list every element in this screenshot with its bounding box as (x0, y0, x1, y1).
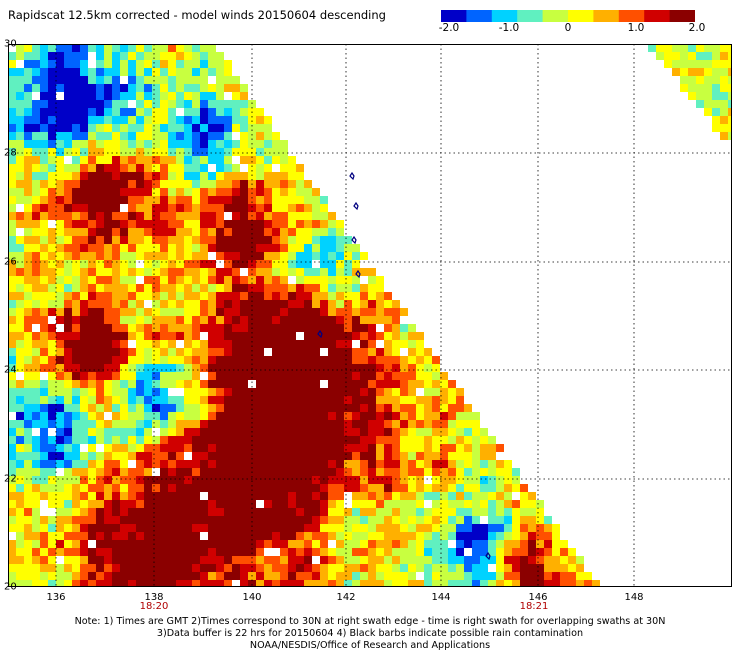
swath-upper-right (648, 44, 732, 140)
lon-tick-142: 142 (336, 592, 356, 603)
lat-tick-24: 24 (4, 364, 17, 376)
gridlines (8, 44, 732, 587)
colorbar-segment (593, 10, 620, 22)
swath-time-left: 18:20 (139, 601, 169, 612)
lat-tick-28: 28 (4, 147, 17, 159)
colorbar-segment (441, 10, 467, 22)
lat-tick-30: 30 (4, 38, 17, 50)
lat-tick-20: 20 (4, 581, 17, 593)
lat-tick-22: 22 (4, 473, 17, 485)
lon-tick-148: 148 (624, 592, 644, 603)
colorbar-segment (542, 10, 569, 22)
colorbar-segment (568, 10, 594, 22)
colorbar-segment (517, 10, 544, 22)
colorbar-segment (491, 10, 518, 22)
colorbar-label-min: -2.0 (438, 22, 460, 34)
lon-tick-138: 138 (144, 592, 164, 603)
colorbar-label-max: 2.0 (688, 22, 706, 34)
wind-difference-map (8, 44, 732, 587)
map-frame (8, 44, 732, 587)
lon-tick-136: 136 (46, 592, 66, 603)
chart-title: Rapidscat 12.5km corrected - model winds… (8, 8, 386, 22)
colorbar-label-neg1: -1.0 (498, 22, 520, 34)
colorbar-segment (669, 10, 695, 22)
swath-main (8, 44, 600, 587)
footnote-line-3: NOAA/NESDIS/Office of Research and Appli… (249, 640, 491, 651)
colorbar (441, 10, 695, 22)
colorbar-label-pos1: 1.0 (627, 22, 645, 34)
colorbar-segment (644, 10, 671, 22)
lon-tick-146: 146 (528, 592, 548, 603)
colorbar-label-zero: 0 (564, 22, 572, 34)
lon-tick-144: 144 (431, 592, 451, 603)
colorbar-segment (466, 10, 493, 22)
lon-tick-140: 140 (242, 592, 262, 603)
footnote-line-1: Note: 1) Times are GMT 2)Times correspon… (74, 616, 666, 627)
footnote: Note: 1) Times are GMT 2)Times correspon… (0, 616, 740, 652)
lat-tick-26: 26 (4, 256, 17, 268)
footnote-line-2: 3)Data buffer is 22 hrs for 20150604 4) … (156, 628, 584, 639)
colorbar-segment (618, 10, 645, 22)
island-outlines (317, 171, 491, 561)
swath-time-right: 18:21 (519, 601, 549, 612)
